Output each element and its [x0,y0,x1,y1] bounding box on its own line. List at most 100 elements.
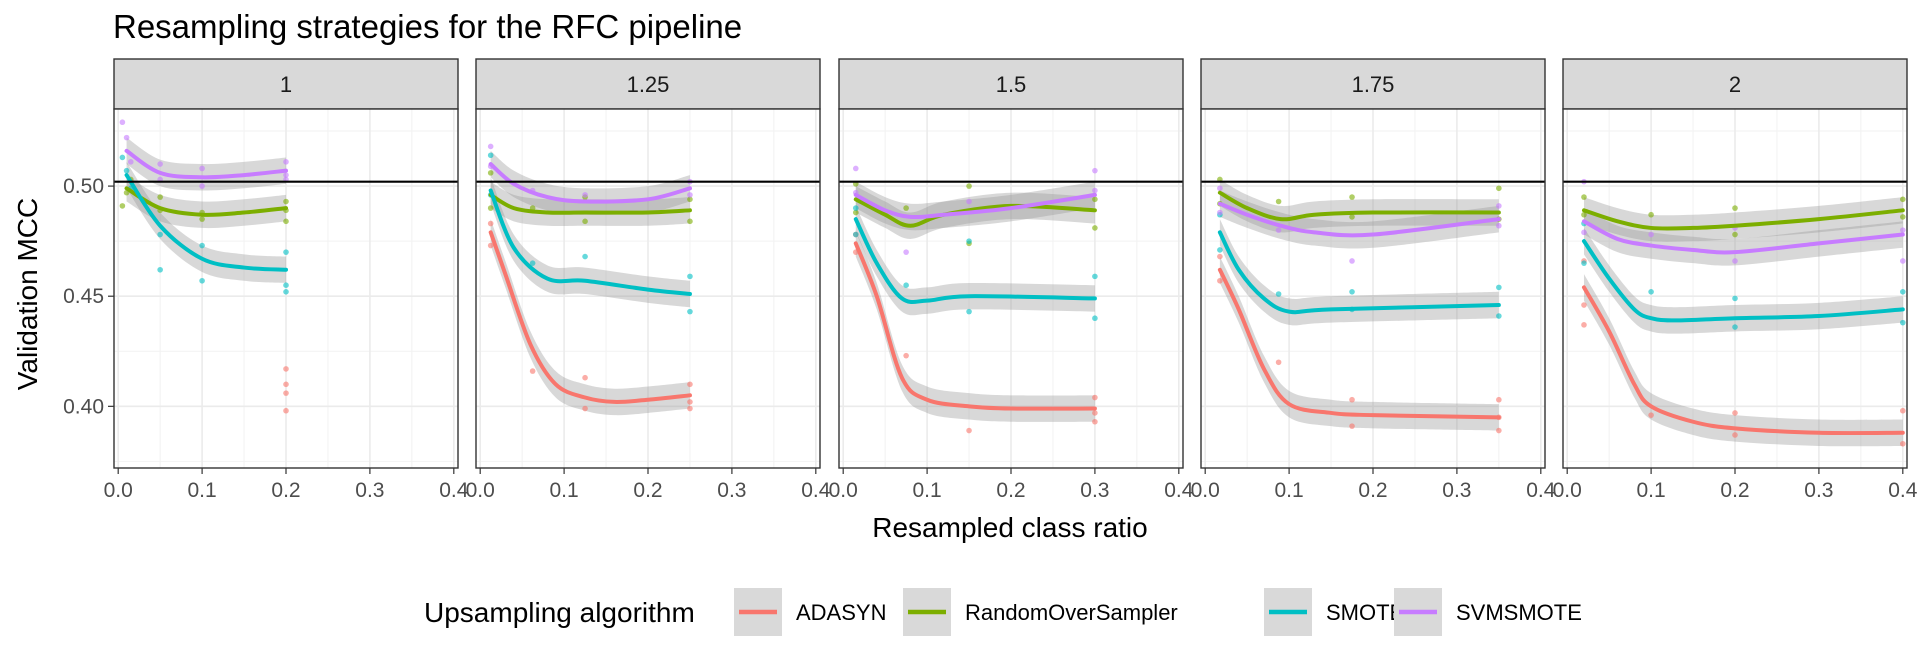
facet-strip [838,58,1184,110]
confidence-band [855,205,1095,316]
data-point [1581,260,1587,266]
data-point [1217,209,1223,216]
data-point [1496,284,1502,291]
data-point [1732,324,1738,330]
data-point [1349,194,1355,200]
data-point [1900,196,1906,203]
data-point [119,203,126,209]
series-line [853,241,1097,411]
series-line [853,192,1097,220]
data-point [687,399,693,405]
legend-item: RandomOverSampler [903,588,1178,636]
data-point [283,390,289,396]
x-tick-label: 0.3 [717,479,746,502]
confidence-band [1219,219,1499,326]
data-point [966,183,972,189]
facet-strip [1200,58,1546,110]
data-point [1900,440,1906,447]
x-tick-label: 0.0 [1191,479,1220,502]
data-point [529,260,536,266]
data-point [1217,185,1223,192]
legend: Upsampling algorithm ADASYN RandomOverSam… [424,588,1582,636]
y-tick-label: 0.50 [63,175,104,198]
facet-strip [475,58,821,110]
legend-label: SVMSMOTE [1456,600,1582,625]
x-tick-label: 0.4 [439,479,469,502]
x-tick-label: 0.1 [1636,479,1665,502]
data-point [1732,295,1738,302]
data-point [119,154,126,161]
data-point [283,282,289,288]
x-tick-label: 0.0 [829,479,858,502]
data-point [1900,407,1906,414]
legend-item: SVMSMOTE [1394,588,1582,636]
data-point [687,381,693,388]
data-point [1092,225,1098,231]
data-point [1581,194,1587,200]
data-point [1217,247,1223,253]
data-point [157,266,163,273]
data-point [1732,205,1738,211]
data-point [283,366,289,372]
data-point [1217,277,1223,284]
x-tick-label: 0.2 [1720,479,1749,502]
data-point [1092,196,1098,203]
x-tick-label: 0.2 [271,479,300,502]
series-line [124,173,288,272]
data-point [119,119,126,126]
data-point [687,405,693,412]
data-point [1349,214,1355,220]
legend-item: ADASYN [734,588,886,636]
data-point [1900,258,1906,264]
series-line [853,217,1097,304]
confidence-band [1583,227,1903,334]
facet-strip [1562,58,1908,110]
data-point [487,143,494,150]
x-tick-label: 0.2 [633,479,662,502]
data-point [1732,258,1738,264]
data-point [582,253,588,260]
data-point [283,249,289,255]
confidence-band [1219,190,1499,249]
series-line [1581,239,1905,323]
data-point [283,172,289,178]
data-point [1496,222,1502,229]
facet-panels: 0.40 0.45 0.50 1 0.0 0.1 0.2 0.3 0.4 1.25 0.0 0.1 0.… [63,58,1918,502]
data-point [1900,227,1906,233]
data-point [1092,394,1098,401]
data-point [582,374,588,381]
data-point [199,216,205,222]
x-tick-label: 0.1 [1274,479,1303,502]
data-point [852,165,859,172]
series-line [1217,190,1501,222]
facet-panel: 1 0.0 0.1 0.2 0.3 0.4 [104,58,469,502]
data-point [199,277,205,284]
data-point [1732,410,1738,416]
facet-strip-label: 1.75 [1352,72,1395,97]
series-line [1581,285,1905,436]
data-point [1648,412,1654,418]
data-point [582,192,588,198]
data-point [966,427,972,434]
data-point [687,218,693,225]
x-tick-label: 0.3 [1804,479,1833,502]
x-tick-label: 0.3 [1080,479,1109,502]
chart-title: Resampling strategies for the RFC pipeli… [113,8,742,45]
data-point [1349,258,1355,264]
confidence-band [1583,274,1903,447]
data-point [283,381,289,388]
x-tick-label: 0.3 [355,479,384,502]
data-point [1732,432,1738,438]
data-point [283,198,289,205]
x-tick-label: 0.1 [549,479,578,502]
data-point [283,159,289,165]
data-point [966,308,972,315]
series-line [124,148,288,180]
facet-strip-label: 2 [1729,72,1741,97]
facet-panel: 1.5 0.0 0.1 0.2 0.3 0.4 [829,58,1194,502]
data-point [903,249,909,255]
facet-strip [113,58,459,110]
data-point [582,218,588,225]
data-point [1275,198,1282,205]
